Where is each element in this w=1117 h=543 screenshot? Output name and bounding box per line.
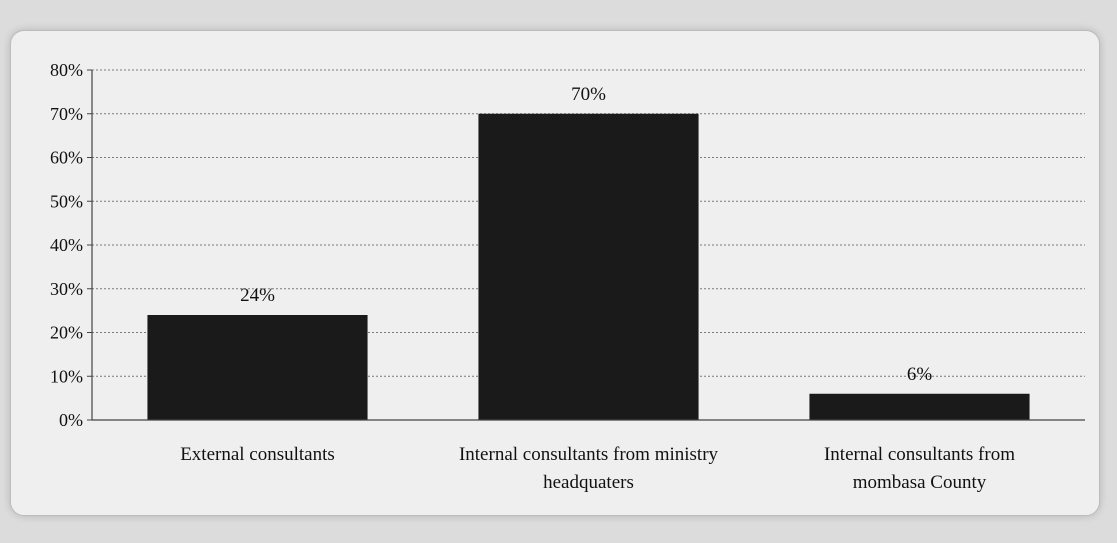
data-label: 70%: [571, 84, 606, 105]
category-label-line: mombasa County: [853, 472, 987, 493]
y-tick-label: 40%: [50, 235, 83, 255]
category-label: Internal consultants from mombasa County: [824, 444, 1015, 493]
category-label-line: headquaters: [543, 472, 634, 493]
y-tick-label: 80%: [50, 60, 83, 80]
category-label: Internal consultants from ministry headqu…: [459, 444, 719, 493]
bar: [809, 393, 1030, 420]
bar: [147, 315, 368, 420]
bar: [478, 113, 699, 420]
y-tick-label: 10%: [50, 366, 83, 386]
bars: [147, 113, 1030, 420]
y-tick-label: 30%: [50, 279, 83, 299]
data-label: 24%: [240, 285, 275, 306]
category-label-line: Internal consultants from: [824, 444, 1015, 465]
y-tick-label: 50%: [50, 191, 83, 211]
category-label-line: Internal consultants from ministry: [459, 444, 719, 465]
y-axis-ticks: 0% 10% 20% 30% 40% 50% 60% 70% 80%: [50, 60, 92, 430]
data-labels: 24% 70% 6%: [240, 84, 932, 385]
category-label: External consultants: [180, 444, 335, 465]
y-tick-label: 0%: [59, 410, 83, 430]
category-label-line: External consultants: [180, 444, 335, 465]
category-labels: External consultants Internal consultants…: [180, 444, 1015, 493]
y-tick-label: 70%: [50, 104, 83, 124]
y-tick-label: 60%: [50, 148, 83, 168]
data-label: 6%: [907, 364, 933, 385]
y-tick-label: 20%: [50, 323, 83, 343]
